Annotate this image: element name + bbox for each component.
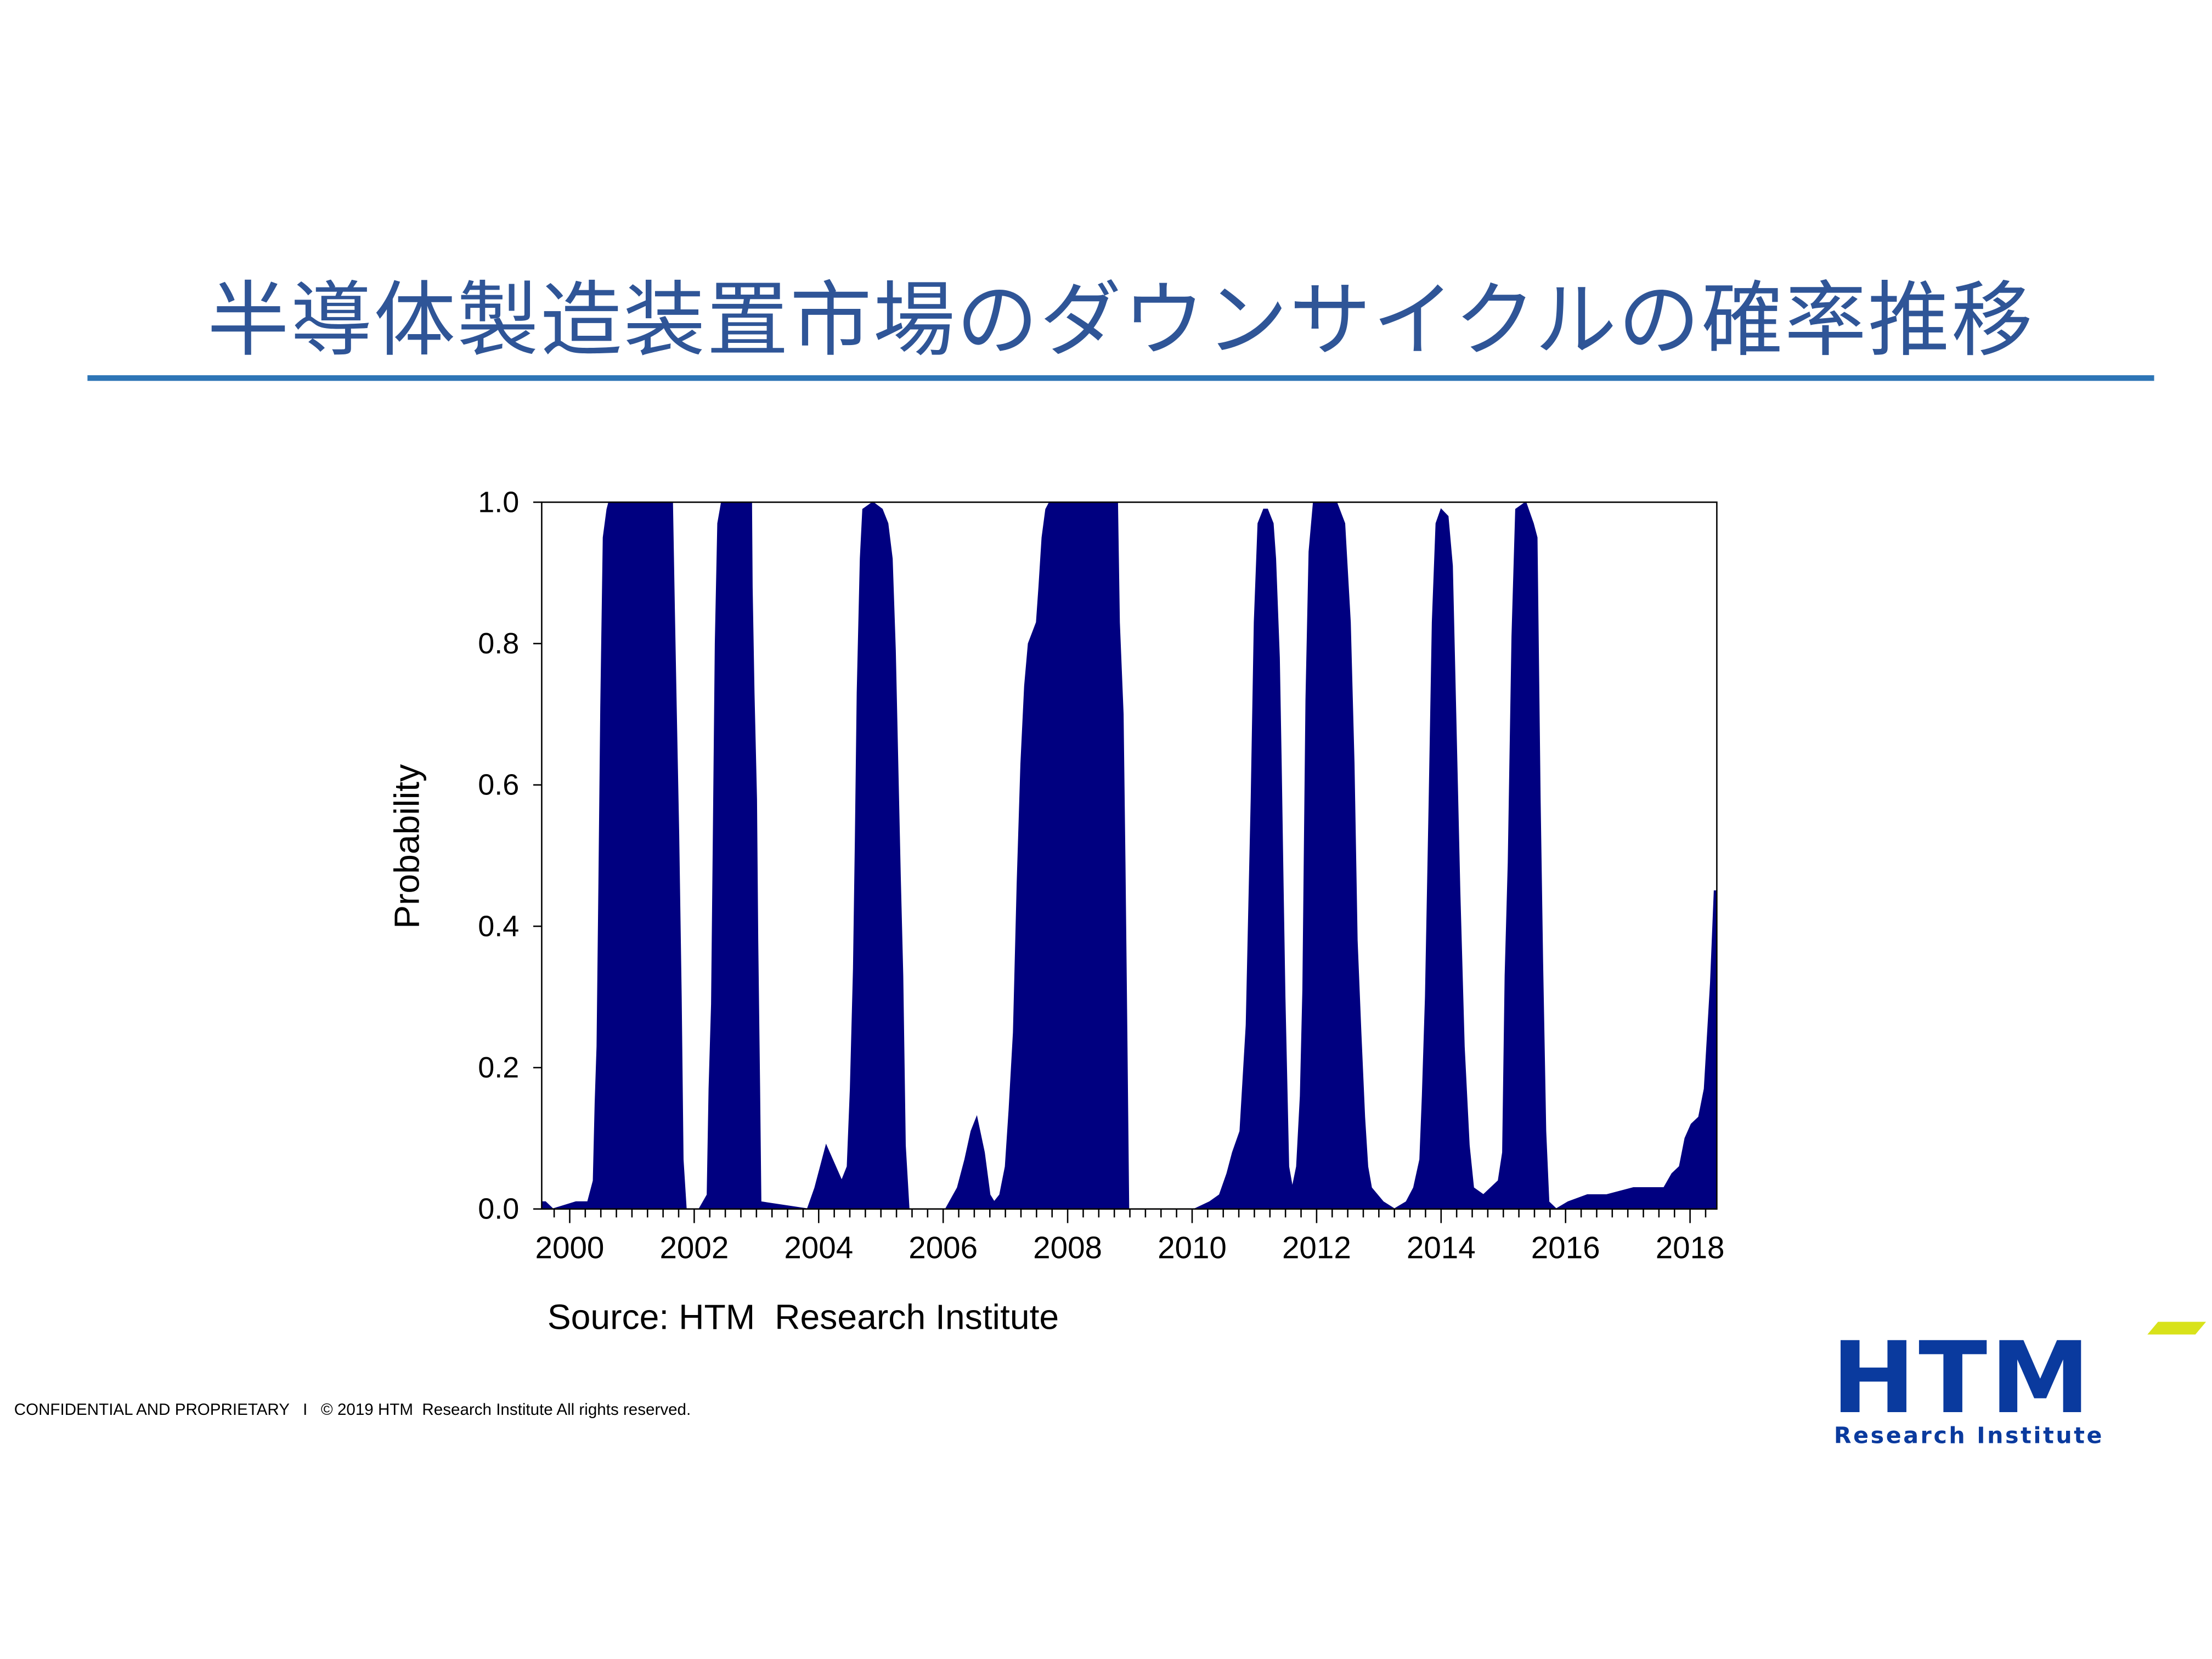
y-axis-label: Probability [387,764,427,929]
slide-title: 半導体製造装置市場のダウンサイクルの確率推移 [207,272,2035,369]
x-tick-label: 2004 [784,1231,853,1265]
y-tick-label: 0.2 [478,1051,519,1084]
x-axis: 2000 2002 2004 2006 2008 2010 2012 2014 2016 2018 [535,1209,1725,1265]
y-tick-label: 0.8 [478,627,519,660]
title-underline [87,375,2154,381]
x-tick-label: 2006 [909,1231,978,1265]
y-tick-label: 0.6 [478,769,519,802]
probability-area [541,501,1718,1210]
x-tick-label: 2002 [659,1231,729,1265]
logo-wordmark: HTM [1831,1320,2094,1436]
x-tick-label: 2012 [1282,1231,1351,1265]
x-tick-label: 2018 [1656,1231,1725,1265]
plot-area [541,501,1718,1210]
x-tick-label: 2010 [1158,1231,1227,1265]
confidentiality-footer: CONFIDENTIAL AND PROPRIETARY I © 2019 HT… [14,1402,691,1419]
x-tick-label: 2014 [1407,1231,1476,1265]
htm-logo: HTM Research Institute [1831,1318,2207,1453]
y-tick-label: 0.0 [478,1193,519,1226]
logo-subtitle: Research Institute [1833,1421,2104,1449]
x-tick-label: 2008 [1033,1231,1102,1265]
downcycle-probability-chart: 0.00.20.40.60.81.0 2000 2002 2004 2006 2008 2… [387,486,1725,1265]
x-tick-label: 2000 [535,1231,605,1265]
y-tick-label: 0.4 [478,910,519,943]
x-tick-label: 2016 [1531,1231,1600,1265]
source-note: Source: HTM Research Institute [547,1297,1059,1338]
y-axis: 0.0 0.2 0.4 0.6 0.8 1.0 [478,486,542,1226]
y-tick-label: 1.0 [478,486,519,518]
logo-accent-slash [2147,1322,2207,1335]
